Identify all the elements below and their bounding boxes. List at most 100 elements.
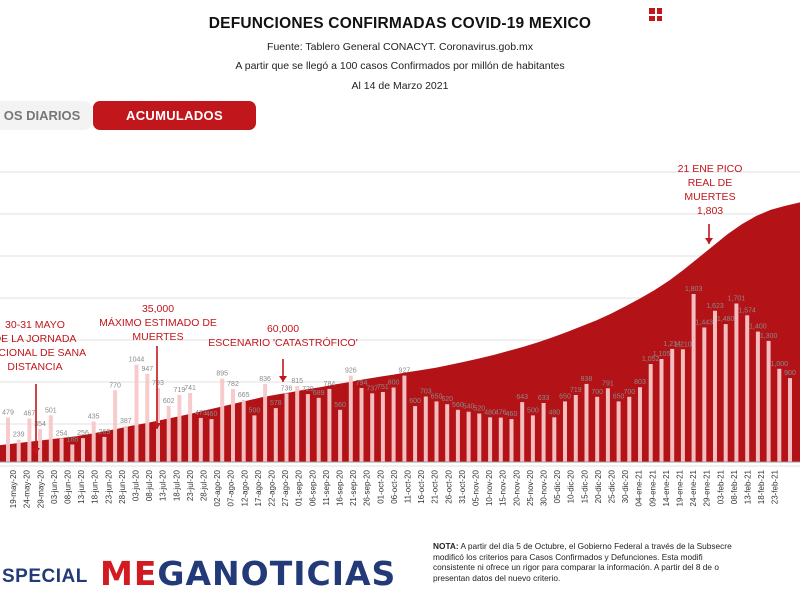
chart-title: DEFUNCIONES CONFIRMADAS COVID-19 MEXICO bbox=[208, 15, 592, 32]
daily-bar bbox=[102, 436, 107, 462]
data-label: 751 bbox=[377, 384, 389, 391]
x-tick-label: 10-nov-20 bbox=[485, 469, 494, 506]
x-tick-label: 19-may-20 bbox=[9, 469, 18, 508]
daily-bar bbox=[305, 394, 310, 462]
data-label: 354 bbox=[34, 421, 46, 428]
daily-bar bbox=[648, 364, 653, 462]
daily-bar bbox=[402, 375, 407, 462]
x-tick-label: 22-ago-20 bbox=[268, 469, 277, 506]
x-tick-label: 20-nov-20 bbox=[512, 469, 521, 506]
data-label: 435 bbox=[88, 414, 100, 421]
daily-bar bbox=[198, 417, 203, 462]
annotation-arrowhead bbox=[705, 238, 713, 244]
data-label: 650 bbox=[613, 393, 625, 400]
daily-bar bbox=[573, 395, 578, 462]
data-label: 1,480 bbox=[717, 316, 735, 323]
data-label: 460 bbox=[206, 411, 218, 418]
daily-bar bbox=[6, 417, 10, 462]
x-tick-label: 23-feb-21 bbox=[771, 469, 780, 504]
daily-bar bbox=[541, 403, 546, 462]
data-label: 784 bbox=[324, 381, 336, 388]
footer-note: NOTA: A partir del día 5 de Octubre, el … bbox=[433, 541, 800, 583]
daily-bar bbox=[91, 421, 96, 462]
x-tick-label: 10-dic-20 bbox=[567, 469, 576, 503]
annotation-text: REAL DE bbox=[688, 177, 733, 189]
x-tick-label: 04-ene-21 bbox=[635, 469, 644, 506]
data-label: 473 bbox=[195, 410, 207, 417]
x-tick-label: 17-ago-20 bbox=[254, 469, 263, 506]
data-label: 947 bbox=[141, 366, 153, 373]
daily-bar bbox=[734, 303, 739, 462]
data-label: 927 bbox=[399, 368, 411, 375]
data-label: 782 bbox=[227, 381, 239, 388]
tab-diarios[interactable]: OS DIARIOS bbox=[0, 101, 92, 130]
x-tick-label: 28-jun-20 bbox=[118, 469, 127, 503]
data-label: 700 bbox=[623, 389, 635, 396]
daily-bar bbox=[209, 419, 214, 462]
daily-bar bbox=[680, 349, 685, 462]
x-tick-label: 31-oct-20 bbox=[458, 469, 467, 503]
x-tick-label: 23-jun-20 bbox=[104, 469, 113, 503]
data-label: 803 bbox=[634, 379, 646, 386]
brand-first: ME bbox=[100, 554, 158, 593]
data-label: 836 bbox=[259, 376, 271, 383]
x-tick-label: 08-jun-20 bbox=[64, 469, 73, 503]
data-label: 900 bbox=[784, 370, 796, 377]
x-tick-label: 11-oct-20 bbox=[404, 469, 413, 503]
daily-bar bbox=[166, 405, 171, 462]
x-tick-label: 02-ago-20 bbox=[213, 469, 222, 506]
x-tick-label: 24-may-20 bbox=[23, 469, 32, 508]
data-label: 1,803 bbox=[685, 286, 703, 293]
daily-bar bbox=[295, 386, 300, 462]
daily-bar bbox=[745, 315, 750, 462]
daily-bar bbox=[520, 402, 525, 462]
data-label: 479 bbox=[2, 409, 14, 416]
x-tick-label: 08-feb-21 bbox=[730, 469, 739, 504]
annotation-text: DE LA JORNADA bbox=[0, 333, 76, 345]
daily-bar bbox=[584, 383, 589, 462]
data-label: 1,000 bbox=[771, 361, 789, 368]
x-tick-label: 19-ene-21 bbox=[676, 469, 685, 506]
daily-bar bbox=[616, 401, 621, 462]
daily-bar bbox=[38, 429, 43, 462]
daily-bar bbox=[445, 404, 450, 462]
daily-bar bbox=[188, 393, 193, 462]
daily-bar bbox=[563, 401, 567, 462]
data-label: 1,443 bbox=[696, 320, 714, 327]
daily-bar bbox=[338, 409, 343, 462]
data-label: 643 bbox=[516, 394, 528, 401]
annotation-text: 60,000 bbox=[267, 323, 299, 335]
x-tick-label: 18-jun-20 bbox=[91, 469, 100, 503]
data-label: 540 bbox=[463, 404, 475, 411]
brand-special: SPECIAL bbox=[2, 566, 88, 587]
x-tick-label: 29-may-20 bbox=[36, 469, 45, 508]
data-label: 500 bbox=[527, 407, 539, 414]
daily-bar bbox=[370, 393, 375, 462]
daily-bar bbox=[380, 392, 385, 462]
daily-bar bbox=[145, 373, 150, 462]
data-label: 1,300 bbox=[760, 333, 778, 340]
x-tick-label: 15-dic-20 bbox=[580, 469, 589, 503]
data-label: 729 bbox=[302, 386, 314, 393]
tab-acumulados[interactable]: ACUMULADOS bbox=[93, 101, 256, 130]
daily-bar bbox=[423, 396, 428, 462]
x-tick-label: 13-feb-21 bbox=[744, 469, 753, 504]
x-tick-label: 26-oct-20 bbox=[444, 469, 453, 503]
daily-bar bbox=[113, 390, 118, 462]
data-label: 650 bbox=[559, 393, 571, 400]
data-label: 560 bbox=[334, 402, 346, 409]
daily-bar bbox=[263, 384, 268, 462]
grid-icon[interactable] bbox=[649, 8, 662, 21]
data-label: 633 bbox=[538, 395, 550, 402]
brand-rest: GANOTICIAS bbox=[157, 554, 397, 593]
daily-bar bbox=[316, 397, 321, 462]
x-tick-label: 01-sep-20 bbox=[295, 469, 304, 506]
daily-bar bbox=[766, 340, 771, 462]
x-tick-label: 26-sep-20 bbox=[363, 469, 372, 506]
data-label: 480 bbox=[484, 409, 496, 416]
annotation-text: MUERTES bbox=[684, 191, 735, 203]
x-tick-label: 13-jun-20 bbox=[77, 469, 86, 503]
data-label: 1044 bbox=[129, 357, 145, 364]
x-tick-label: 30-dic-20 bbox=[621, 469, 630, 503]
data-label: 1,210 bbox=[674, 341, 692, 348]
